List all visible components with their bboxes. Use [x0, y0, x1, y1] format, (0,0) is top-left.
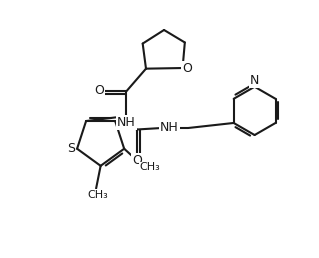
Text: NH: NH	[160, 121, 179, 134]
Text: O: O	[94, 84, 104, 97]
Text: NH: NH	[117, 116, 136, 129]
Text: N: N	[250, 74, 259, 87]
Text: S: S	[67, 142, 75, 155]
Text: CH₃: CH₃	[87, 190, 108, 200]
Text: O: O	[182, 61, 192, 75]
Text: CH₃: CH₃	[139, 163, 160, 172]
Text: O: O	[132, 154, 142, 167]
